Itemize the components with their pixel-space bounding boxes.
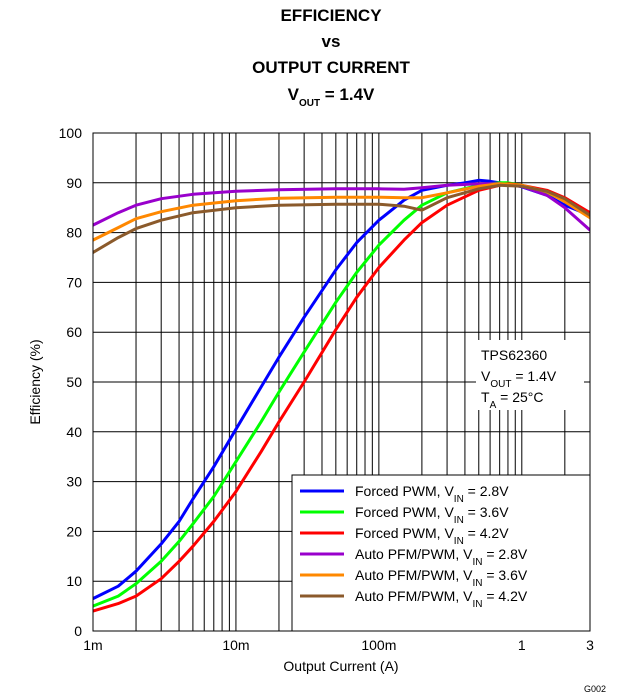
legend-entry-6-subscript: IN	[472, 599, 482, 610]
annotation-vout-subscript: OUT	[490, 379, 511, 390]
y-tick-label: 10	[66, 573, 82, 589]
x-tick-label: 1	[518, 637, 526, 653]
title-line-2: vs	[322, 32, 341, 51]
title-line-4: VOUT = 1.4V	[288, 85, 375, 109]
legend-entry-4-subscript: IN	[472, 557, 482, 568]
annotation-ta-main: T	[481, 389, 490, 405]
title-line-4-tail: = 1.4V	[320, 85, 375, 104]
legend-entry-5-tail: = 3.6V	[482, 567, 527, 583]
legend-entry-5-subscript: IN	[472, 578, 482, 589]
annotation-vout-tail: = 1.4V	[511, 368, 556, 384]
figure-code: G002	[584, 684, 606, 694]
legend-entry-2: Forced PWM, VIN = 3.6V	[355, 504, 509, 526]
x-tick-label: 3	[586, 637, 594, 653]
y-tick-label: 90	[66, 175, 82, 191]
legend-entry-3-main: Forced PWM, V	[355, 525, 454, 541]
x-axis-label: Output Current (A)	[283, 658, 398, 674]
y-tick-label: 60	[66, 324, 82, 340]
y-tick-label: 100	[59, 125, 83, 141]
series-lines	[93, 178, 590, 613]
legend-entry-4-tail: = 2.8V	[482, 546, 527, 562]
legend-entry-1-tail: = 2.8V	[464, 483, 509, 499]
y-tick-label: 80	[66, 225, 82, 241]
x-tick-labels: 1m 10m 100m 1 3	[83, 637, 594, 653]
annotation-background	[476, 340, 584, 410]
legend-entry-1-main: Forced PWM, V	[355, 483, 454, 499]
legend-entry-2-tail: = 3.6V	[464, 504, 509, 520]
legend-entry-3-tail: = 4.2V	[464, 525, 509, 541]
series-line-6	[93, 183, 590, 254]
annotation-vout-main: V	[481, 368, 491, 384]
y-tick-label: 50	[66, 374, 82, 390]
title-line-1-main: EFFICIENCY	[280, 6, 382, 25]
y-tick-label: 30	[66, 474, 82, 490]
title-line-2-main: vs	[322, 32, 341, 51]
legend-entry-5-main: Auto PFM/PWM, V	[355, 567, 473, 583]
title-line-3: OUTPUT CURRENT	[252, 58, 410, 77]
legend-entry-3-subscript: IN	[454, 536, 464, 547]
legend-entry-1: Forced PWM, VIN = 2.8V	[355, 483, 509, 505]
title-line-3-main: OUTPUT CURRENT	[252, 58, 410, 77]
annotation-ta: TA = 25°C	[481, 389, 543, 411]
annotation-vout: VOUT = 1.4V	[481, 368, 557, 390]
legend-entry-1-subscript: IN	[454, 494, 464, 505]
legend-entry-6: Auto PFM/PWM, VIN = 4.2V	[355, 588, 528, 610]
annotation-ta-tail: = 25°C	[496, 389, 543, 405]
y-tick-label: 40	[66, 424, 82, 440]
legend-entry-4: Auto PFM/PWM, VIN = 2.8V	[355, 546, 528, 568]
title-line-4-subscript: OUT	[299, 98, 320, 109]
y-tick-label: 20	[66, 523, 82, 539]
title-line-1: EFFICIENCY	[280, 6, 382, 25]
legend-entry-6-main: Auto PFM/PWM, V	[355, 588, 473, 604]
annotation-ta-subscript: A	[490, 400, 497, 411]
title-line-4-main: V	[288, 85, 300, 104]
y-axis-label: Efficiency (%)	[27, 339, 43, 424]
legend-entry-3: Forced PWM, VIN = 4.2V	[355, 525, 509, 547]
legend-entry-2-main: Forced PWM, V	[355, 504, 454, 520]
legend-entry-4-main: Auto PFM/PWM, V	[355, 546, 473, 562]
x-tick-label: 100m	[361, 637, 396, 653]
x-tick-label: 10m	[222, 637, 249, 653]
legend-entry-2-subscript: IN	[454, 515, 464, 526]
x-tick-label: 1m	[83, 637, 102, 653]
legend-entry-6-tail: = 4.2V	[482, 588, 527, 604]
y-tick-label: 0	[74, 623, 82, 639]
y-tick-labels: 0 10 20 30 40 50 60 70 80 90 100	[59, 125, 83, 639]
y-tick-label: 70	[66, 274, 82, 290]
chart-title: EFFICIENCY vs OUTPUT CURRENT VOUT = 1.4V	[252, 6, 410, 109]
annotation-device: TPS62360	[481, 347, 547, 363]
legend-entry-5: Auto PFM/PWM, VIN = 3.6V	[355, 567, 528, 589]
